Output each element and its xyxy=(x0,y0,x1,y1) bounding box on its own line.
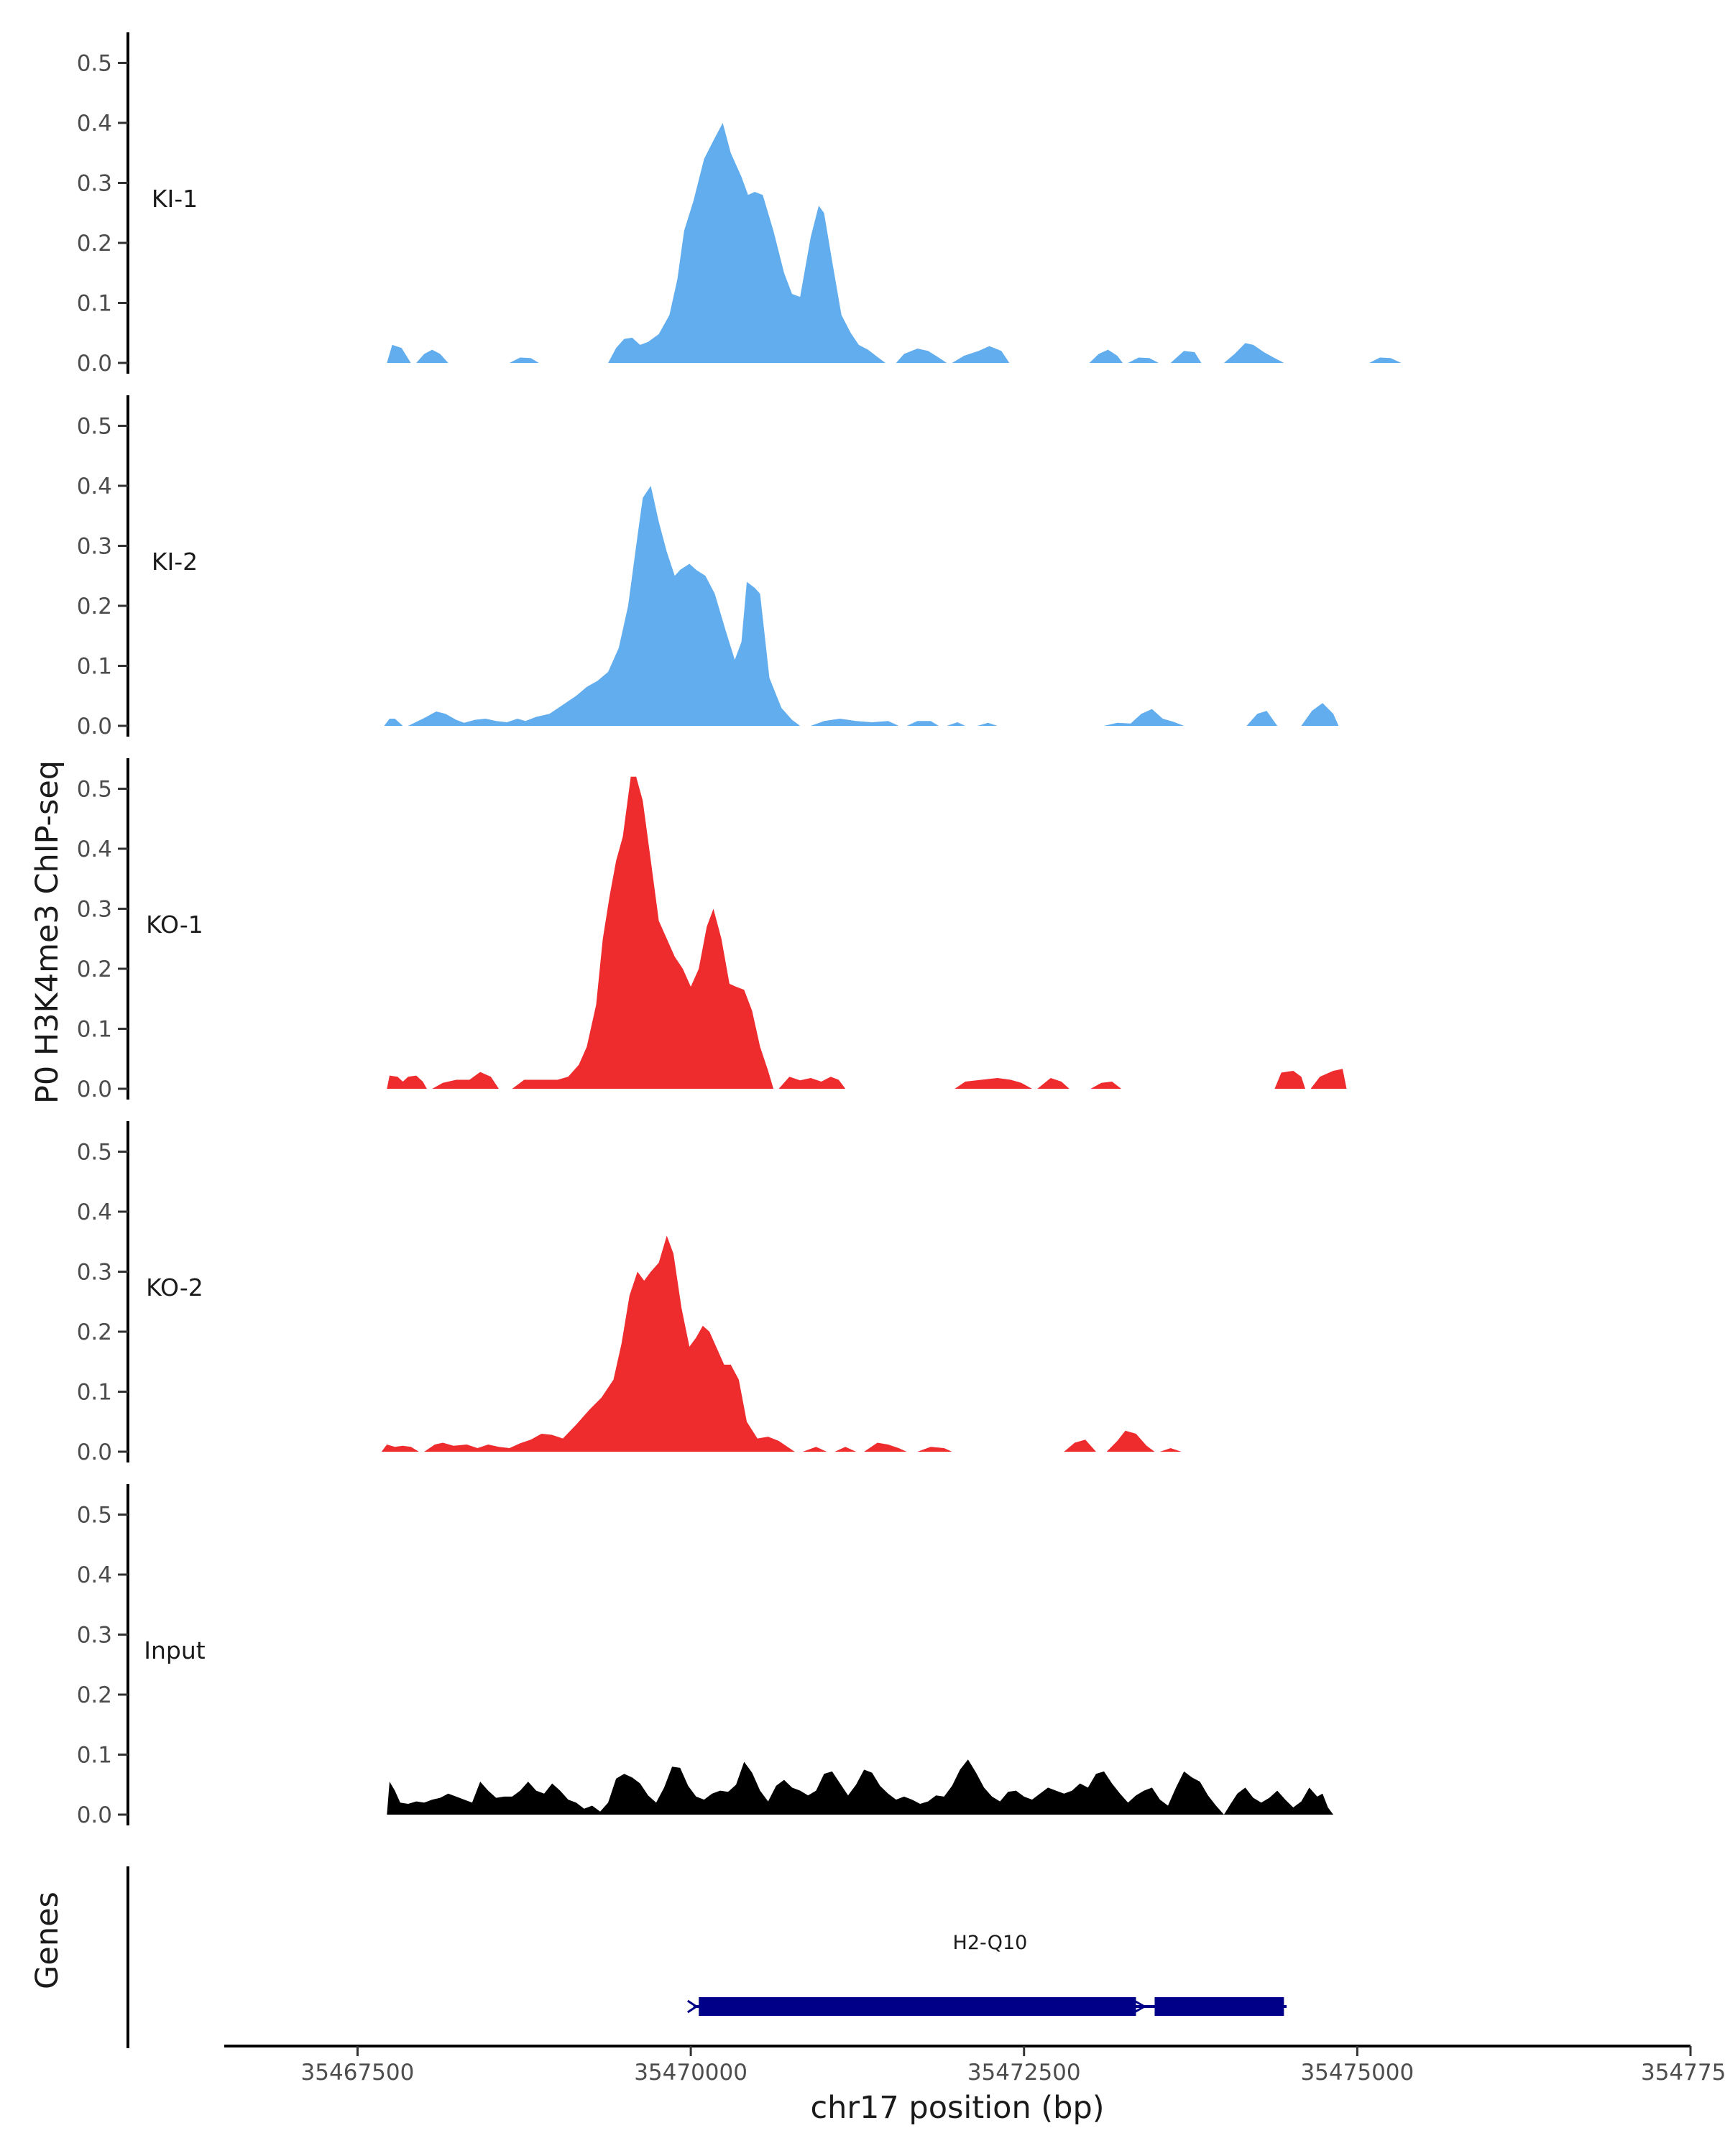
track-label: Input xyxy=(144,1636,206,1664)
y-tick-label: 0.4 xyxy=(77,1562,112,1588)
y-tick-label: 0.2 xyxy=(77,957,112,982)
y-tick-label: 0.4 xyxy=(77,474,112,499)
x-tick-label: 35472500 xyxy=(967,2060,1081,2086)
y-tick-label: 0.3 xyxy=(77,1260,112,1286)
x-tick-label: 35467500 xyxy=(301,2060,415,2086)
y-tick-label: 0.4 xyxy=(77,111,112,137)
signal-area-ko-1 xyxy=(387,776,1347,1089)
y-tick-label: 0.5 xyxy=(77,1140,112,1166)
y-tick-label: 0.1 xyxy=(77,1017,112,1043)
y-tick-label: 0.1 xyxy=(77,291,112,317)
y-tick-label: 0.1 xyxy=(77,1380,112,1406)
gene-h2-q10: H2-Q10 xyxy=(686,1932,1287,2016)
y-tick-label: 0.3 xyxy=(77,534,112,560)
y-tick-label: 0.0 xyxy=(77,1802,112,1828)
y-tick-label: 0.4 xyxy=(77,1199,112,1225)
gene-exon xyxy=(699,1997,1136,2016)
track-label: KI-1 xyxy=(152,185,198,213)
y-tick-label: 0.0 xyxy=(77,1077,112,1102)
track-panel-input: 0.0 0.1 0.2 0.3 0.4 0.5 Input xyxy=(77,1484,1333,1828)
y-tick-label: 0.0 xyxy=(77,714,112,740)
track-panel-ki-1: 0.0 0.1 0.2 0.3 0.4 0.5 KI-1 xyxy=(77,32,1402,377)
y-tick-label: 0.5 xyxy=(77,777,112,803)
track-label: KO-1 xyxy=(146,911,203,939)
x-tick-label: 35470000 xyxy=(634,2060,748,2086)
track-panel-ko-2: 0.0 0.1 0.2 0.3 0.4 0.5 KO-2 xyxy=(77,1121,1182,1465)
y-tick-label: 0.2 xyxy=(77,1319,112,1345)
gene-label: H2-Q10 xyxy=(953,1932,1028,1954)
y-tick-label: 0.2 xyxy=(77,231,112,257)
genes-panel: H2-Q10 xyxy=(126,1866,1287,2048)
track-panel-ki-2: 0.0 0.1 0.2 0.3 0.4 0.5 KI-2 xyxy=(77,395,1339,740)
x-axis-title: chr17 position (bp) xyxy=(810,2090,1104,2126)
y-tick-label: 0.0 xyxy=(77,1439,112,1465)
track-label: KI-2 xyxy=(152,548,198,576)
y-axis-title: P0 H3K4me3 ChIP-seq xyxy=(29,760,65,1104)
y-tick-label: 0.0 xyxy=(77,351,112,377)
y-tick-label: 0.2 xyxy=(77,1682,112,1708)
x-tick-label: 3547750 xyxy=(1641,2060,1725,2086)
x-tick-label: 35475000 xyxy=(1300,2060,1414,2086)
y-tick-label: 0.3 xyxy=(77,171,112,197)
gene-exon xyxy=(1154,1997,1284,2016)
signal-area-ki-1 xyxy=(387,123,1402,363)
y-tick-label: 0.3 xyxy=(77,897,112,923)
y-tick-label: 0.5 xyxy=(77,1503,112,1529)
y-tick-label: 0.5 xyxy=(77,414,112,440)
genes-track-title: Genes xyxy=(29,1892,65,1989)
strand-arrow-icon xyxy=(686,1999,1147,2014)
x-axis: 35467500 35470000 35472500 35475000 3547750 xyxy=(224,2045,1725,2086)
y-tick-label: 0.1 xyxy=(77,654,112,680)
track-panel-ko-1: 0.0 0.1 0.2 0.3 0.4 0.5 KO-1 xyxy=(77,758,1347,1102)
signal-area-ki-2 xyxy=(384,486,1339,726)
y-tick-label: 0.5 xyxy=(77,51,112,77)
y-tick-label: 0.3 xyxy=(77,1623,112,1649)
track-label: KO-2 xyxy=(146,1273,203,1302)
y-tick-label: 0.4 xyxy=(77,837,112,862)
y-tick-label: 0.2 xyxy=(77,594,112,619)
y-tick-label: 0.1 xyxy=(77,1743,112,1769)
signal-area-ko-2 xyxy=(381,1235,1182,1452)
signal-area-input xyxy=(387,1759,1333,1815)
